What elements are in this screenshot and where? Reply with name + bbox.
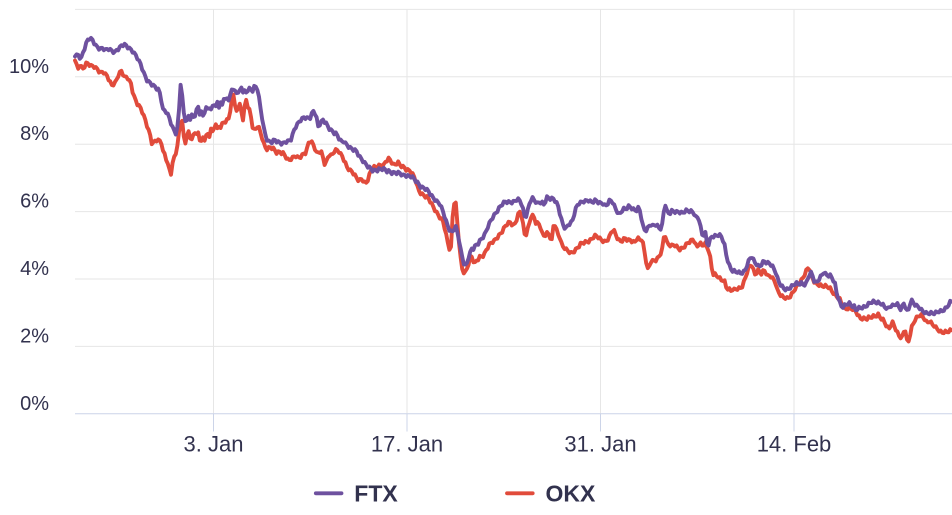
svg-text:8%: 8% (20, 123, 49, 145)
svg-text:14. Feb: 14. Feb (757, 432, 832, 457)
svg-text:OKX: OKX (546, 481, 597, 507)
svg-text:6%: 6% (20, 191, 49, 213)
svg-text:31. Jan: 31. Jan (564, 432, 636, 457)
svg-text:4%: 4% (20, 258, 49, 280)
svg-text:0%: 0% (20, 393, 49, 415)
svg-text:3. Jan: 3. Jan (184, 432, 244, 457)
svg-text:FTX: FTX (354, 481, 398, 507)
svg-text:2%: 2% (20, 325, 49, 347)
svg-text:17. Jan: 17. Jan (371, 432, 443, 457)
svg-text:10%: 10% (9, 56, 49, 78)
